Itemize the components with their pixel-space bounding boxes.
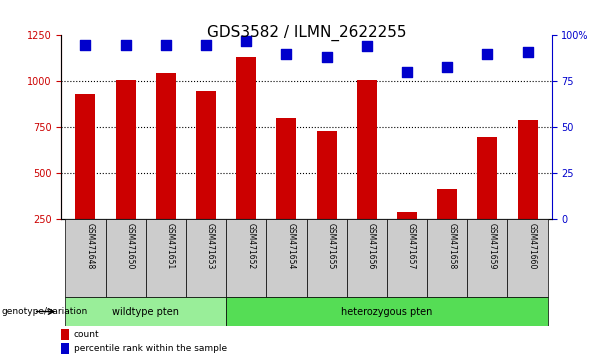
Text: GSM471660: GSM471660 bbox=[528, 223, 536, 270]
Text: GSM471650: GSM471650 bbox=[126, 223, 135, 270]
Point bbox=[443, 64, 452, 69]
FancyBboxPatch shape bbox=[226, 219, 266, 297]
Text: GSM471654: GSM471654 bbox=[286, 223, 295, 270]
Text: GSM471657: GSM471657 bbox=[407, 223, 416, 270]
Point bbox=[281, 51, 291, 57]
FancyBboxPatch shape bbox=[66, 219, 105, 297]
Point bbox=[482, 51, 492, 57]
Text: GSM471656: GSM471656 bbox=[367, 223, 376, 270]
Text: GSM471659: GSM471659 bbox=[487, 223, 497, 270]
FancyBboxPatch shape bbox=[427, 219, 467, 297]
Bar bbox=[478, 137, 497, 266]
FancyBboxPatch shape bbox=[66, 297, 226, 326]
Text: heterozygous pten: heterozygous pten bbox=[341, 307, 433, 316]
Bar bbox=[517, 120, 538, 266]
Bar bbox=[196, 91, 216, 266]
FancyBboxPatch shape bbox=[266, 219, 306, 297]
Point bbox=[121, 42, 131, 47]
FancyBboxPatch shape bbox=[508, 219, 547, 297]
FancyBboxPatch shape bbox=[226, 297, 547, 326]
Bar bbox=[116, 80, 135, 266]
Text: GDS3582 / ILMN_2622255: GDS3582 / ILMN_2622255 bbox=[207, 25, 406, 41]
Bar bbox=[156, 73, 176, 266]
FancyBboxPatch shape bbox=[347, 219, 387, 297]
Point bbox=[402, 69, 412, 75]
Bar bbox=[75, 94, 96, 266]
Bar bbox=[61, 329, 69, 340]
Point bbox=[362, 44, 371, 49]
FancyBboxPatch shape bbox=[387, 219, 427, 297]
Bar bbox=[236, 57, 256, 266]
Bar bbox=[276, 118, 297, 266]
FancyBboxPatch shape bbox=[146, 219, 186, 297]
FancyBboxPatch shape bbox=[186, 219, 226, 297]
Text: GSM471658: GSM471658 bbox=[447, 223, 456, 270]
Bar bbox=[357, 80, 377, 266]
Text: GSM471653: GSM471653 bbox=[206, 223, 215, 270]
Bar bbox=[437, 189, 457, 266]
Point bbox=[523, 49, 533, 55]
Bar bbox=[397, 212, 417, 266]
Text: count: count bbox=[74, 330, 99, 339]
Text: percentile rank within the sample: percentile rank within the sample bbox=[74, 344, 227, 353]
Text: GSM471651: GSM471651 bbox=[166, 223, 175, 270]
Text: genotype/variation: genotype/variation bbox=[1, 307, 88, 316]
Text: GSM471648: GSM471648 bbox=[85, 223, 94, 270]
Bar bbox=[61, 343, 69, 354]
Point bbox=[161, 42, 170, 47]
Point bbox=[80, 42, 90, 47]
Point bbox=[201, 42, 211, 47]
Text: wildtype pten: wildtype pten bbox=[112, 307, 179, 316]
Text: GSM471655: GSM471655 bbox=[327, 223, 335, 270]
FancyBboxPatch shape bbox=[306, 219, 347, 297]
Text: GSM471652: GSM471652 bbox=[246, 223, 255, 270]
FancyBboxPatch shape bbox=[467, 219, 508, 297]
FancyBboxPatch shape bbox=[105, 219, 146, 297]
Point bbox=[322, 55, 332, 60]
Bar bbox=[316, 131, 337, 266]
Point bbox=[242, 38, 251, 44]
